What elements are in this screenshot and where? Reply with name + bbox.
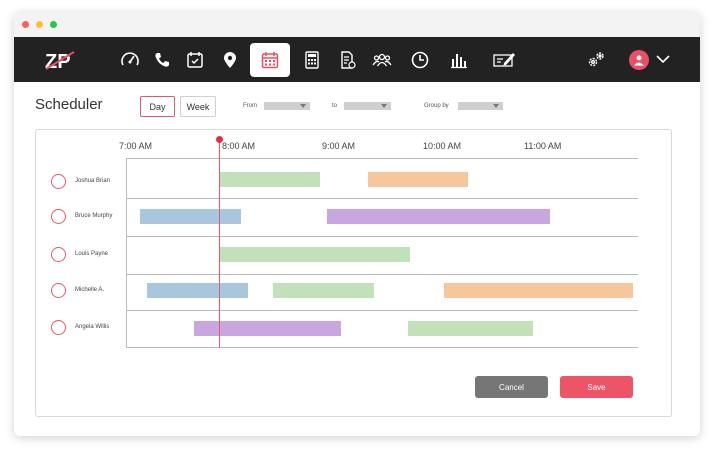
event-bar[interactable] [147, 283, 248, 298]
title-bar [14, 12, 700, 37]
time-label: 10:00 AM [423, 141, 462, 151]
group-by-select[interactable] [458, 102, 503, 110]
calendar-check-icon[interactable] [180, 45, 210, 75]
resource-name: Angela Willis [75, 324, 110, 330]
view-day-button[interactable]: Day [140, 96, 175, 117]
from-select[interactable] [264, 102, 310, 110]
row-divider [126, 198, 638, 199]
app-window: ZP [14, 12, 700, 436]
resource-name: Michelle A. [75, 287, 105, 293]
event-bar[interactable] [408, 321, 533, 336]
resource-name: Louis Payne [75, 251, 109, 257]
row-divider [126, 274, 638, 275]
map-pin-icon[interactable] [215, 45, 245, 75]
grid-top-line [126, 158, 638, 159]
event-bar[interactable] [220, 247, 410, 262]
time-label: 8:00 AM [222, 141, 256, 151]
event-bar[interactable] [220, 172, 320, 187]
zp-logo[interactable]: ZP [44, 48, 78, 73]
time-label: 9:00 AM [322, 141, 356, 151]
calculator-icon[interactable] [297, 45, 327, 75]
calendar-icon[interactable] [250, 43, 290, 77]
top-navbar: ZP [14, 37, 700, 82]
save-button[interactable]: Save [560, 376, 633, 398]
to-label: to [332, 103, 338, 109]
current-time-marker[interactable] [216, 136, 223, 143]
event-bar[interactable] [194, 321, 341, 336]
current-time-line [219, 138, 220, 348]
gears-icon[interactable] [581, 45, 611, 75]
page-title: Scheduler [35, 96, 103, 113]
minimize-window-dot[interactable] [36, 21, 43, 28]
chevron-down-icon[interactable] [654, 52, 672, 66]
event-bar[interactable] [444, 283, 633, 298]
event-bar[interactable] [368, 172, 468, 187]
to-select[interactable] [344, 102, 391, 110]
row-select-radio[interactable] [51, 283, 66, 298]
time-label: 7:00 AM [119, 141, 153, 151]
resource-name: Bruce Murphy [75, 213, 113, 219]
close-window-dot[interactable] [22, 21, 29, 28]
row-select-radio[interactable] [51, 247, 66, 262]
group-by-label: Group by [424, 103, 449, 109]
row-divider [126, 236, 638, 237]
grid-left-line [126, 158, 127, 348]
scheduler-panel [35, 129, 672, 417]
resource-name: Joshua Brian [75, 178, 111, 184]
row-divider [126, 310, 638, 311]
phone-icon[interactable] [147, 45, 177, 75]
event-bar[interactable] [140, 209, 241, 224]
event-bar[interactable] [273, 283, 374, 298]
row-select-radio[interactable] [51, 320, 66, 335]
bar-chart-icon[interactable] [444, 45, 474, 75]
cancel-button[interactable]: Cancel [475, 376, 548, 398]
time-label: 11:00 AM [524, 141, 562, 151]
document-icon[interactable] [332, 45, 362, 75]
speedometer-icon[interactable] [115, 45, 145, 75]
clock-icon[interactable] [405, 45, 435, 75]
event-bar[interactable] [327, 209, 550, 224]
row-select-radio[interactable] [51, 209, 66, 224]
from-label: From [243, 103, 257, 109]
view-week-button[interactable]: Week [180, 96, 216, 117]
user-avatar-icon[interactable] [629, 50, 649, 70]
pen-card-icon[interactable] [489, 45, 519, 75]
users-icon[interactable] [367, 45, 397, 75]
row-divider [126, 347, 638, 348]
maximize-window-dot[interactable] [50, 21, 57, 28]
row-select-radio[interactable] [51, 174, 66, 189]
